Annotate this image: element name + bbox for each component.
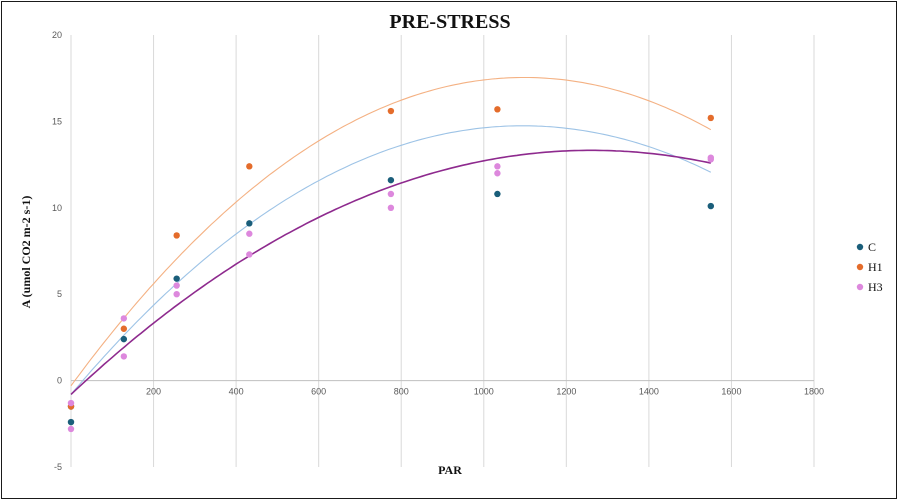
legend-label-h3: H3 [868, 280, 883, 294]
legend: C H1 H3 [856, 240, 883, 294]
x-tick-label: 800 [394, 387, 409, 397]
x-tick-label: 1600 [721, 387, 741, 397]
data-point-c [246, 220, 253, 227]
y-axis-label: A (umol CO2 m-2 s-1) [19, 196, 33, 309]
axes [70, 35, 814, 467]
trendline-h1 [70, 76, 712, 387]
trendlines [70, 76, 712, 395]
data-point-h1 [387, 107, 395, 115]
data-point-h1 [707, 114, 715, 122]
legend-label-h1: H1 [868, 260, 883, 274]
gridlines [153, 35, 815, 467]
data-point-h3 [120, 353, 128, 360]
data-point-h3 [246, 230, 253, 237]
data-point-c [387, 176, 395, 184]
y-tick-label: 0 [57, 376, 62, 386]
data-point-h3 [494, 163, 501, 170]
data-point-c [173, 275, 180, 282]
data-point-h1 [494, 106, 501, 113]
y-tick-label: 5 [57, 289, 62, 299]
data-point-h1 [173, 232, 180, 239]
y-tick-label: 20 [52, 30, 62, 40]
data-point-h3 [494, 170, 501, 177]
data-point-h3 [707, 156, 715, 163]
data-point-h3 [387, 204, 395, 211]
x-tick-label: 1800 [804, 387, 824, 397]
x-tick-label: 1200 [556, 387, 576, 397]
x-tick-label: 1000 [474, 387, 494, 397]
legend-label-c: C [868, 240, 876, 254]
trendline-h3 [70, 149, 711, 395]
data-point-h1 [246, 163, 253, 170]
data-points [67, 106, 715, 433]
data-point-h3 [173, 291, 180, 298]
data-point-h3 [173, 282, 180, 289]
legend-marker-h3 [856, 283, 864, 291]
x-tick-label: 1400 [639, 387, 659, 397]
y-tick-label: -5 [54, 462, 62, 472]
data-point-c [494, 190, 501, 198]
x-tick-label: 200 [146, 387, 161, 397]
tick-labels: 200 400 600 800 1000 1200 1400 1600 1800 -5 0 5 10 15… [52, 30, 824, 472]
data-point-c [120, 335, 128, 343]
data-point-h3 [387, 190, 395, 198]
data-point-h3 [67, 399, 75, 407]
y-tick-label: 10 [52, 203, 62, 213]
data-point-h1 [120, 325, 128, 332]
x-tick-label: 400 [229, 387, 244, 397]
y-tick-label: 15 [52, 116, 62, 126]
data-point-h3 [67, 425, 75, 433]
data-point-c [67, 418, 75, 426]
trendline-c [70, 125, 712, 395]
data-point-h3 [120, 315, 128, 322]
data-point-h3 [246, 251, 253, 258]
legend-marker-h1 [856, 263, 864, 271]
x-tick-label: 600 [311, 387, 326, 397]
x-axis-label: PAR [438, 463, 462, 477]
data-point-c [707, 202, 715, 210]
legend-marker-c [856, 243, 864, 251]
chart-title: PRE-STRESS [389, 11, 510, 33]
